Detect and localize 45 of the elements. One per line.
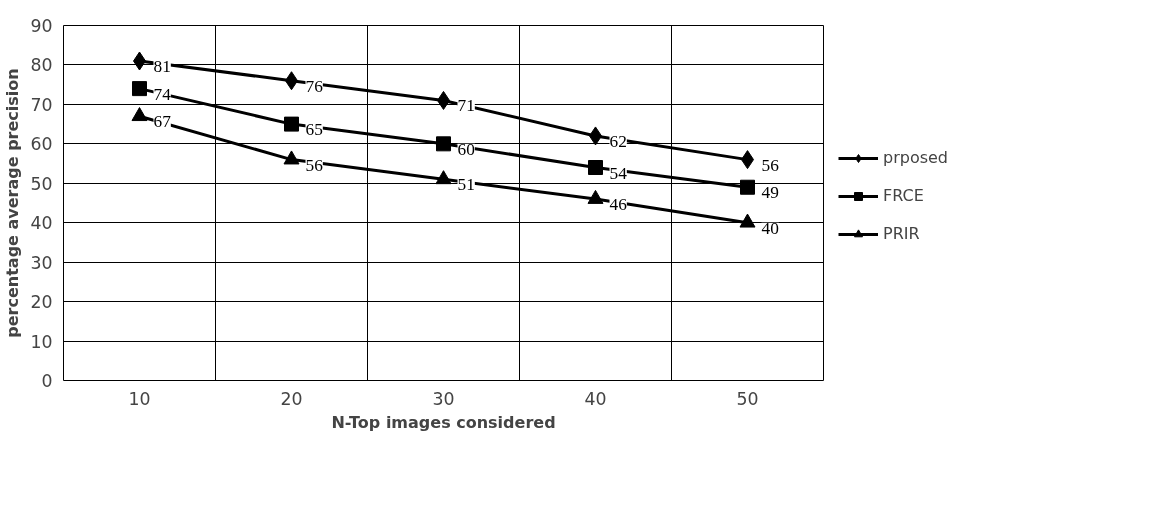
point <box>132 81 147 97</box>
x-tick-label: 10 <box>128 388 151 409</box>
data-label: 54 <box>609 163 628 183</box>
point <box>283 150 300 165</box>
data-label: 40 <box>761 218 779 238</box>
legend-label: prposed <box>883 148 949 167</box>
data-label: 65 <box>305 120 323 140</box>
point <box>739 213 756 228</box>
x-tick-label: 30 <box>432 388 455 409</box>
y-tick-label: 30 <box>30 252 53 273</box>
data-label: 51 <box>457 175 475 195</box>
data-label: 81 <box>153 57 171 76</box>
point <box>131 107 148 122</box>
y-tick-label: 50 <box>30 173 53 194</box>
y-tick-label: 80 <box>30 55 53 76</box>
y-tick-label: 60 <box>30 134 53 155</box>
data-label: 49 <box>761 183 779 203</box>
y-axis-title: percentage average precision <box>3 68 23 338</box>
legend-label: PRIR <box>883 224 920 243</box>
point <box>740 179 755 195</box>
point <box>588 160 603 175</box>
x-tick-label: 20 <box>280 388 303 409</box>
data-label: 67 <box>153 112 172 132</box>
x-tick-label: 50 <box>736 388 759 409</box>
data-label: 62 <box>609 131 627 151</box>
x-tick-label: 40 <box>584 388 607 409</box>
data-label: 46 <box>609 195 628 215</box>
x-axis-title: N-Top images considered <box>331 412 556 432</box>
data-label: 74 <box>153 84 172 104</box>
point <box>284 116 299 132</box>
data-label: 56 <box>761 155 780 175</box>
point <box>436 136 451 152</box>
y-tick-label: 20 <box>30 292 53 313</box>
data-label: 56 <box>305 155 324 175</box>
y-tick-label: 90 <box>30 16 53 36</box>
legend-label: FRCE <box>883 186 924 205</box>
y-tick-label: 0 <box>41 371 53 391</box>
y-tick-label: 40 <box>30 213 53 234</box>
point <box>587 189 604 204</box>
data-label: 76 <box>305 76 324 96</box>
y-tick-label: 10 <box>30 331 53 352</box>
y-tick-label: 70 <box>30 94 53 115</box>
point <box>435 170 452 185</box>
data-label: 71 <box>457 96 475 116</box>
data-label: 60 <box>457 139 475 159</box>
